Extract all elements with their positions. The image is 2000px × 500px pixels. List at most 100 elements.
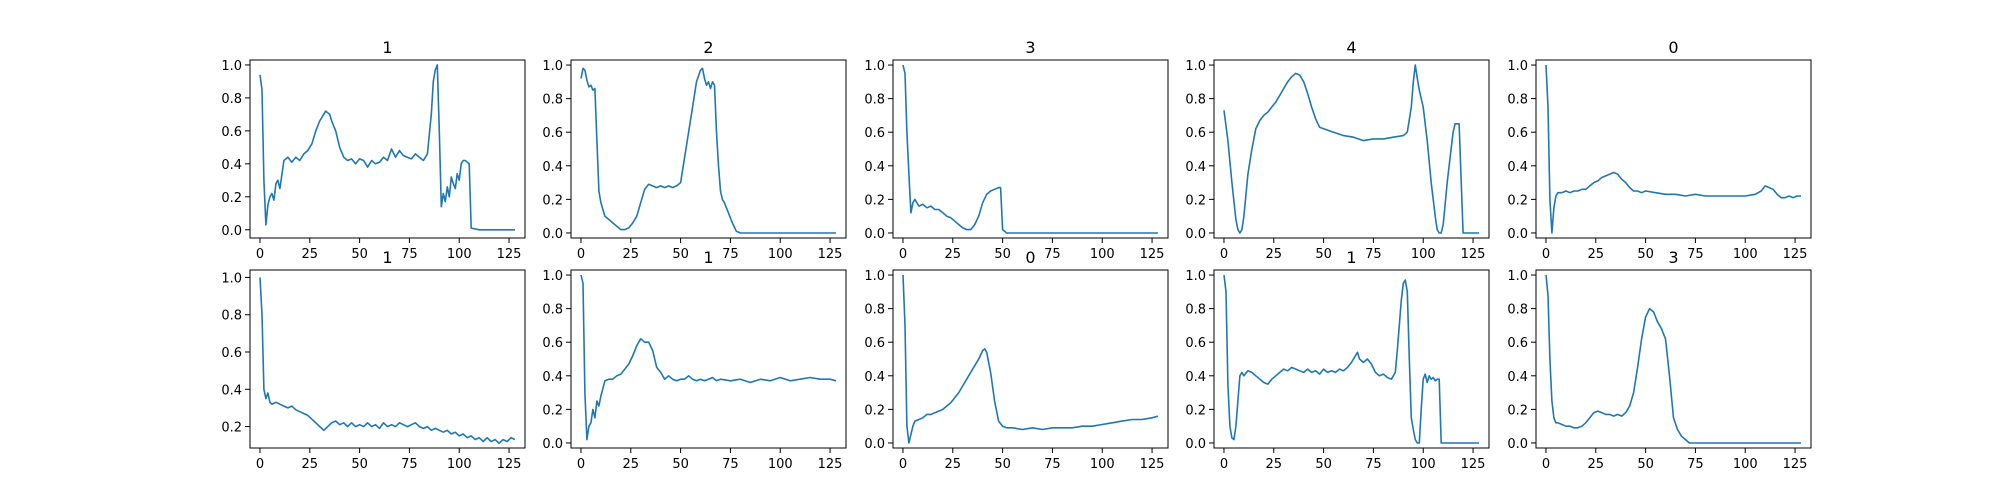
x-tick-label: 100 bbox=[1411, 247, 1436, 262]
x-tick-label: 75 bbox=[1365, 247, 1382, 262]
plot-frame bbox=[1213, 269, 1490, 449]
y-tick-label: 1.0 bbox=[221, 271, 242, 286]
series-line bbox=[1223, 64, 1479, 234]
y-tick-label: 0.8 bbox=[221, 92, 242, 107]
y-tick-label: 0.6 bbox=[864, 336, 885, 351]
x-tick-label: 75 bbox=[401, 457, 418, 472]
y-tick-label: 0.0 bbox=[221, 224, 242, 239]
y-tick-label: 0.0 bbox=[542, 227, 563, 242]
subplot-7: 1 0 25 50 75 100 125 0.0 0.2 0.4 0.6 0.8 1.0 bbox=[542, 248, 847, 472]
y-tick-label: 0.2 bbox=[864, 193, 885, 208]
x-tick-label: 125 bbox=[818, 247, 843, 262]
series-line bbox=[259, 64, 515, 231]
y-tick-label: 0.8 bbox=[221, 309, 242, 324]
plot-frame bbox=[1535, 59, 1812, 239]
x-tick-label: 125 bbox=[497, 247, 522, 262]
x-tick-label: 25 bbox=[623, 457, 640, 472]
y-tick-label: 0.6 bbox=[1185, 126, 1206, 141]
x-tick-label: 0 bbox=[256, 457, 264, 472]
subplot-title: 0 bbox=[1668, 38, 1678, 57]
y-tick-label: 1.0 bbox=[1185, 269, 1206, 284]
y-tick-label: 0.4 bbox=[864, 370, 885, 385]
subplot-2: 2 0 25 50 75 100 125 0.0 0.2 0.4 0.6 0.8 1.0 bbox=[542, 38, 847, 262]
y-tick-label: 0.2 bbox=[542, 403, 563, 418]
x-tick-label: 25 bbox=[623, 247, 640, 262]
y-tick-label: 0.2 bbox=[1507, 193, 1528, 208]
y-tick-label: 0.0 bbox=[864, 227, 885, 242]
x-tick-label: 100 bbox=[768, 247, 793, 262]
y-tick-label: 1.0 bbox=[1507, 269, 1528, 284]
subplot-title: 3 bbox=[1668, 248, 1678, 267]
x-tick-label: 25 bbox=[1266, 247, 1283, 262]
subplot-4: 4 0 25 50 75 100 125 0.0 0.2 0.4 0.6 0.8 1.0 bbox=[1185, 38, 1490, 262]
x-tick-label: 25 bbox=[302, 247, 319, 262]
x-tick-label: 50 bbox=[351, 247, 368, 262]
y-tick-label: 1.0 bbox=[542, 269, 563, 284]
y-tick-label: 0.6 bbox=[1507, 336, 1528, 351]
y-tick-label: 0.6 bbox=[542, 336, 563, 351]
y-tick-label: 0.4 bbox=[1185, 370, 1206, 385]
y-tick-label: 0.4 bbox=[542, 160, 563, 175]
x-tick-label: 125 bbox=[1461, 457, 1486, 472]
plot-frame bbox=[570, 269, 847, 449]
series-line bbox=[902, 64, 1158, 234]
y-tick-label: 1.0 bbox=[542, 59, 563, 74]
y-tick-label: 0.2 bbox=[1185, 193, 1206, 208]
y-tick-label: 0.8 bbox=[542, 303, 563, 318]
subplot-10: 3 0 25 50 75 100 125 0.0 0.2 0.4 0.6 0.8 1.0 bbox=[1507, 248, 1812, 472]
x-tick-label: 0 bbox=[577, 457, 585, 472]
x-tick-label: 0 bbox=[1542, 457, 1550, 472]
x-tick-label: 75 bbox=[1365, 457, 1382, 472]
x-tick-label: 100 bbox=[1090, 457, 1115, 472]
subplot-title: 2 bbox=[703, 38, 713, 57]
x-tick-label: 0 bbox=[577, 247, 585, 262]
x-tick-label: 75 bbox=[1687, 457, 1704, 472]
plot-frame bbox=[892, 269, 1169, 449]
series-line bbox=[902, 274, 1159, 444]
subplot-title: 3 bbox=[1025, 38, 1035, 57]
x-tick-label: 125 bbox=[1140, 247, 1165, 262]
x-tick-label: 125 bbox=[1783, 457, 1808, 472]
y-tick-label: 0.8 bbox=[1507, 93, 1528, 108]
x-tick-label: 25 bbox=[945, 457, 962, 472]
x-tick-label: 100 bbox=[1411, 457, 1436, 472]
y-tick-label: 0.0 bbox=[1185, 227, 1206, 242]
subplot-1: 1 0 25 50 75 100 125 0.0 0.2 0.4 0.6 0.8 1.0 bbox=[221, 38, 526, 262]
x-tick-label: 125 bbox=[1140, 457, 1165, 472]
y-tick-label: 0.8 bbox=[542, 93, 563, 108]
series-line bbox=[1223, 274, 1479, 444]
plot-frame bbox=[892, 59, 1169, 239]
x-tick-label: 50 bbox=[1637, 457, 1654, 472]
plot-frame bbox=[570, 59, 847, 239]
plot-frame bbox=[249, 269, 526, 449]
subplot-title: 1 bbox=[382, 248, 392, 267]
x-tick-label: 75 bbox=[1044, 457, 1061, 472]
x-tick-label: 75 bbox=[722, 247, 739, 262]
subplot-6: 1 0 25 50 75 100 125 0.2 0.4 0.6 0.8 1.0 bbox=[221, 248, 526, 472]
x-tick-label: 75 bbox=[401, 247, 418, 262]
y-tick-label: 1.0 bbox=[864, 269, 885, 284]
y-tick-label: 0.4 bbox=[1185, 160, 1206, 175]
y-tick-label: 0.6 bbox=[1185, 336, 1206, 351]
x-tick-label: 125 bbox=[497, 457, 522, 472]
y-tick-label: 0.2 bbox=[864, 403, 885, 418]
y-tick-label: 1.0 bbox=[1185, 59, 1206, 74]
x-tick-label: 25 bbox=[1588, 457, 1605, 472]
subplot-3: 3 0 25 50 75 100 125 0.0 0.2 0.4 0.6 0.8 1.0 bbox=[864, 38, 1169, 262]
y-tick-label: 0.8 bbox=[864, 303, 885, 318]
x-tick-label: 100 bbox=[1733, 457, 1758, 472]
y-tick-label: 0.6 bbox=[1507, 126, 1528, 141]
x-tick-label: 100 bbox=[768, 457, 793, 472]
x-tick-label: 25 bbox=[1588, 247, 1605, 262]
subplot-8: 0 0 25 50 75 100 125 0.0 0.2 0.4 0.6 0.8 1.0 bbox=[864, 248, 1169, 472]
y-tick-label: 0.8 bbox=[1185, 303, 1206, 318]
y-tick-label: 1.0 bbox=[221, 59, 242, 74]
y-tick-label: 0.6 bbox=[221, 125, 242, 140]
x-tick-label: 0 bbox=[1220, 247, 1228, 262]
plot-frame bbox=[1535, 269, 1812, 449]
y-tick-label: 0.6 bbox=[221, 346, 242, 361]
x-tick-label: 100 bbox=[447, 247, 472, 262]
y-tick-label: 0.8 bbox=[1185, 93, 1206, 108]
x-tick-label: 50 bbox=[672, 457, 689, 472]
